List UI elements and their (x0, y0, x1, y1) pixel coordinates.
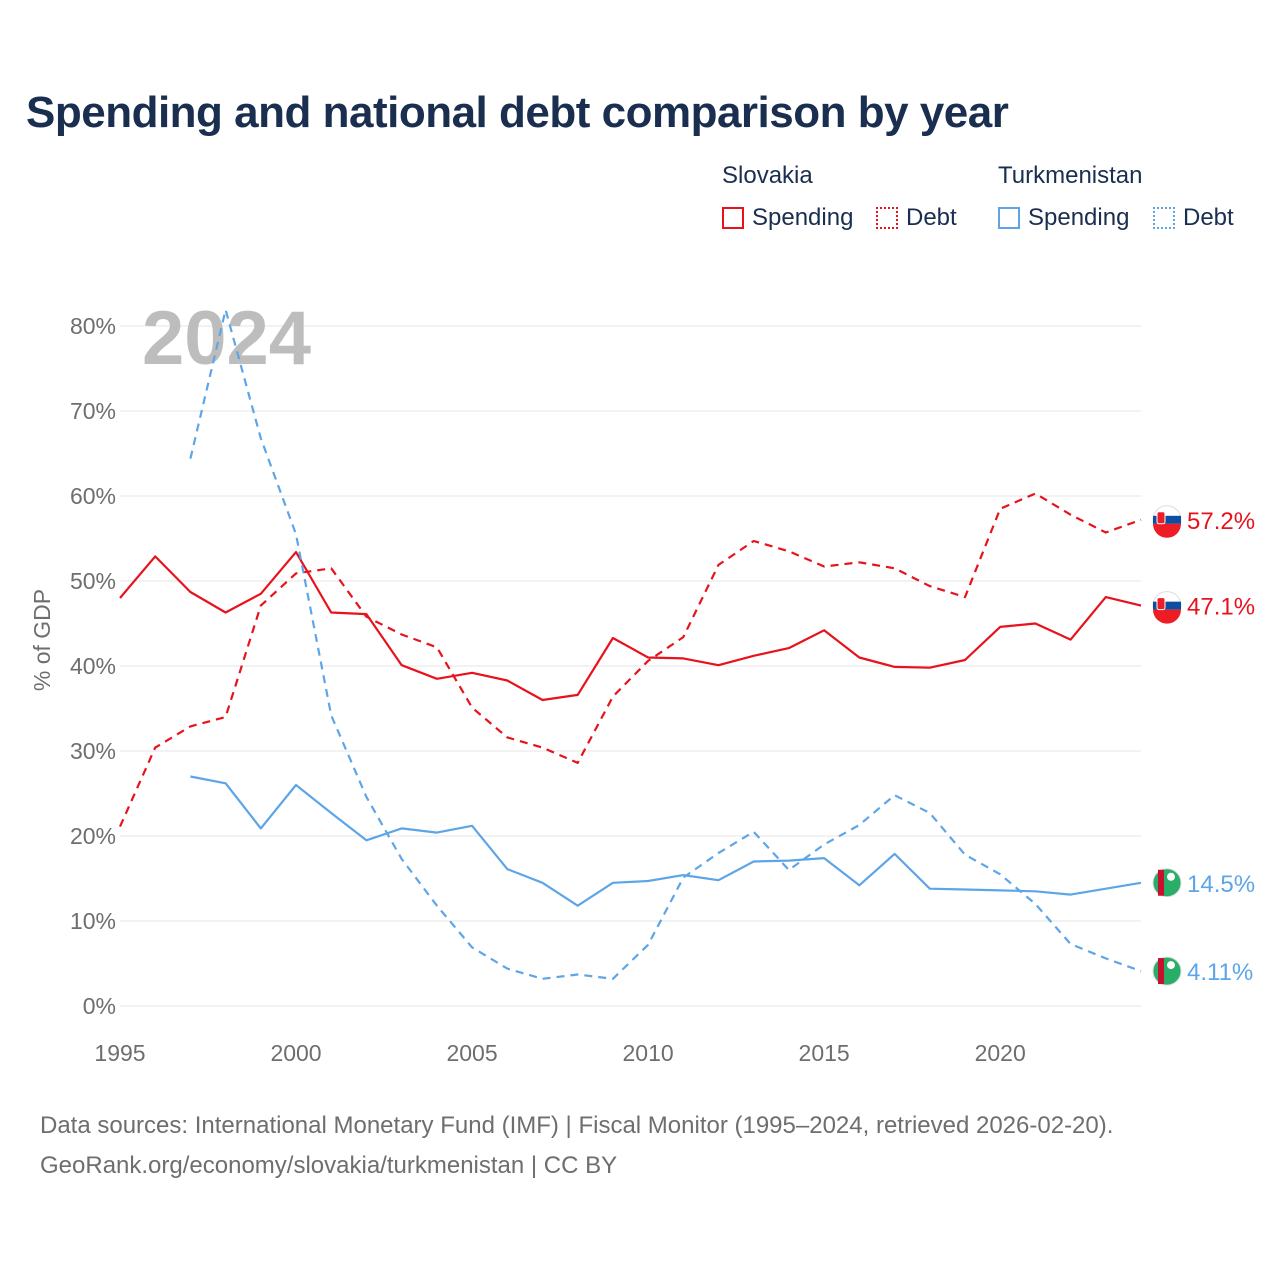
legend-item-slovakia-debt[interactable]: Debt (876, 204, 957, 232)
flag-slovakia-emblem (1156, 597, 1166, 611)
x-tick-label: 2020 (975, 1040, 1026, 1066)
flag-turkmenistan-stripe (1158, 869, 1164, 896)
x-tick-label: 2000 (270, 1040, 321, 1066)
flag-turkmenistan-crescent (1167, 872, 1175, 881)
end-value-label: 47.1% (1187, 594, 1255, 621)
series-line-slovakia-debt (118, 492, 1142, 828)
y-tick-label: 10% (70, 908, 116, 934)
legend-country-slovakia: Slovakia (722, 162, 813, 189)
end-value-label: 14.5% (1187, 871, 1255, 898)
legend-label: Debt (906, 204, 957, 231)
year-watermark: 2024 (142, 296, 311, 381)
y-tick-label: 20% (70, 823, 116, 849)
y-tick-label: 0% (83, 993, 116, 1019)
legend-swatch-dotted (876, 207, 898, 229)
flag-slovakia-band (1153, 609, 1181, 624)
legend-label: Debt (1183, 204, 1234, 231)
flag-slovakia-band (1153, 523, 1181, 538)
legend-country-turkmenistan: Turkmenistan (998, 162, 1143, 189)
y-tick-label: 50% (70, 568, 116, 594)
legend-item-slovakia-spending[interactable]: Spending (722, 204, 853, 232)
end-value-label: 57.2% (1187, 508, 1255, 535)
footer: Data sources: International Monetary Fun… (40, 1106, 1113, 1186)
y-tick-label: 60% (70, 483, 116, 509)
y-tick-label: 80% (70, 313, 116, 339)
flag-turkmenistan-icon (1152, 956, 1182, 986)
legend-label: Spending (752, 204, 854, 231)
series-line-slovakia-spending (119, 550, 1142, 702)
series-line-turkmenistan-debt (189, 308, 1142, 980)
x-tick-label: 2015 (799, 1040, 850, 1066)
y-tick-label: 40% (70, 653, 116, 679)
end-value-label: 4.11% (1187, 959, 1253, 986)
flag-slovakia-band (1153, 515, 1181, 524)
attribution-note: GeoRank.org/economy/slovakia/turkmenista… (40, 1152, 618, 1179)
y-tick-label: 30% (70, 738, 116, 764)
series-line-turkmenistan-spending (190, 775, 1142, 907)
data-source-note: Data sources: International Monetary Fun… (40, 1112, 1114, 1139)
legend-swatch-dotted (1153, 207, 1175, 229)
x-tick-label: 1995 (94, 1040, 145, 1066)
y-tick-label: 70% (70, 398, 116, 424)
flag-turkmenistan-crescent (1167, 961, 1175, 970)
flag-turkmenistan-icon (1152, 868, 1182, 898)
flag-turkmenistan-stripe (1158, 958, 1164, 985)
flag-slovakia-band (1153, 601, 1181, 610)
flag-slovakia-emblem (1156, 511, 1166, 525)
x-tick-label: 2005 (446, 1040, 497, 1066)
legend-swatch-solid (722, 207, 744, 229)
legend-swatch-solid (998, 207, 1020, 229)
legend-label: Spending (1028, 204, 1130, 231)
legend-item-turkmenistan-spending[interactable]: Spending (998, 204, 1129, 232)
legend-item-turkmenistan-debt[interactable]: Debt (1153, 204, 1234, 232)
x-tick-label: 2010 (623, 1040, 674, 1066)
y-axis-label: % of GDP (29, 589, 55, 691)
chart-title: Spending and national debt comparison by… (26, 88, 1009, 137)
